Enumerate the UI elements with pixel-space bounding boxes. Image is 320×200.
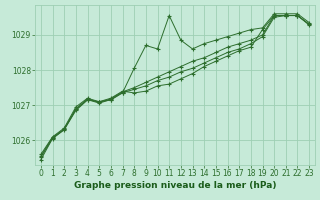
X-axis label: Graphe pression niveau de la mer (hPa): Graphe pression niveau de la mer (hPa) <box>74 181 276 190</box>
